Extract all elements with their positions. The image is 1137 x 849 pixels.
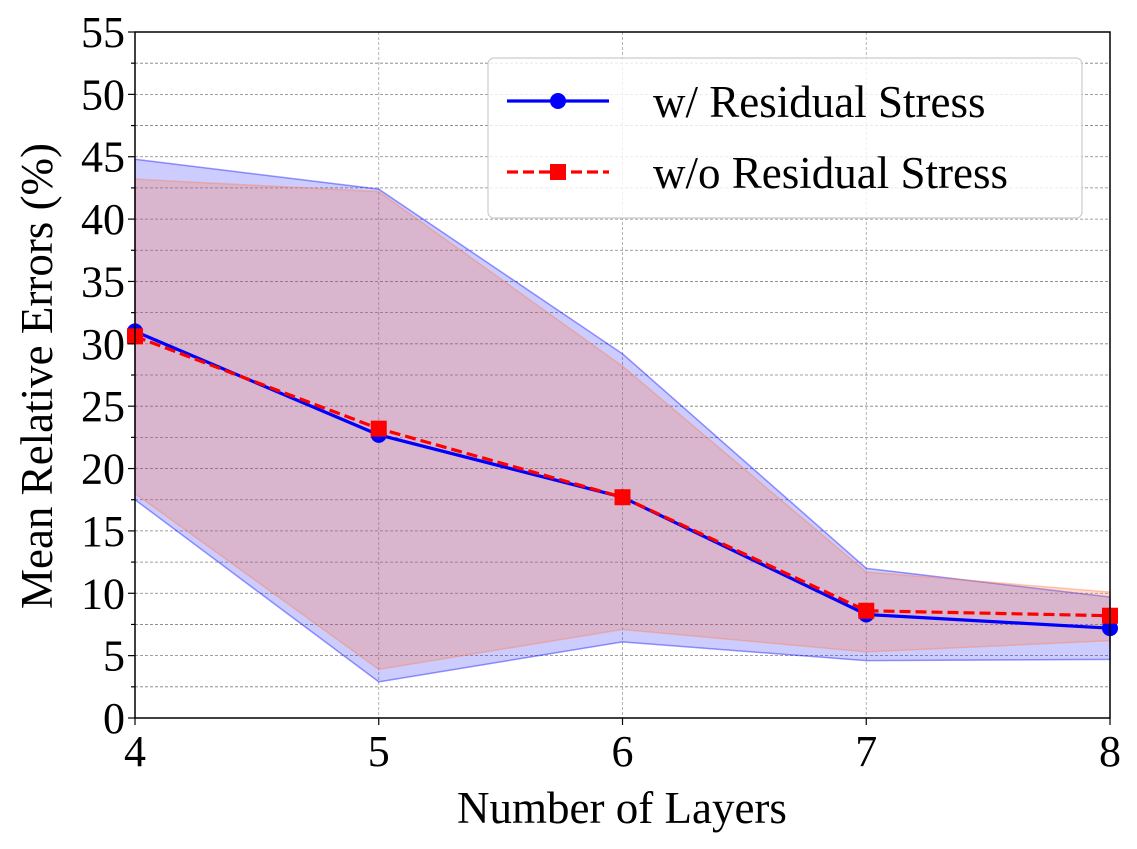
y-tick-label: 10	[81, 569, 125, 618]
y-tick-label: 40	[81, 195, 125, 244]
x-axis-label: Number of Layers	[457, 783, 787, 833]
legend-box	[487, 57, 1083, 219]
x-tick-label: 4	[124, 727, 146, 776]
x-tick-label: 8	[1099, 727, 1121, 776]
data-point-2-3	[614, 489, 631, 506]
legend-label-2: w/o Residual Stress	[653, 148, 1008, 198]
y-tick-label: 30	[81, 320, 125, 369]
y-tick-label: 45	[81, 133, 125, 182]
x-tick-label: 7	[855, 727, 877, 776]
data-point-2-2	[370, 420, 387, 437]
x-tick-label: 6	[612, 727, 634, 776]
y-tick-label: 50	[81, 70, 125, 119]
y-tick-label: 35	[81, 257, 125, 306]
y-tick-label: 25	[81, 382, 125, 431]
legend-marker-2	[550, 164, 566, 180]
y-tick-label: 20	[81, 445, 125, 494]
legend-marker-1	[550, 93, 566, 109]
y-tick-label: 0	[103, 694, 125, 743]
data-point-2-4	[858, 602, 875, 619]
x-tick-label: 5	[368, 727, 390, 776]
legend-label-1: w/ Residual Stress	[653, 77, 986, 127]
y-axis-label: Mean Relative Errors (%)	[12, 143, 62, 609]
legend: w/ Residual Stress w/o Residual Stress	[487, 57, 1083, 219]
y-tick-label: 55	[81, 8, 125, 57]
y-tick-label: 15	[81, 507, 125, 556]
y-tick-label: 5	[103, 632, 125, 681]
